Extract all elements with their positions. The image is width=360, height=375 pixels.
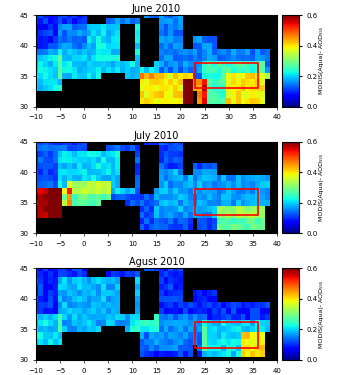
Bar (195, 189, 257, 215)
Y-axis label: MODIS(Aqua)- AOD₅₅₅: MODIS(Aqua)- AOD₅₅₅ (319, 280, 324, 348)
Title: July 2010: July 2010 (134, 131, 179, 141)
Title: Agust 2010: Agust 2010 (129, 258, 184, 267)
Bar (195, 63, 257, 88)
Bar (195, 322, 257, 348)
Y-axis label: MODIS(Aqua)- AOD₅₅₅: MODIS(Aqua)- AOD₅₅₅ (319, 27, 324, 94)
Y-axis label: MODIS(Aqua)- AOD₅₅₅: MODIS(Aqua)- AOD₅₅₅ (319, 154, 324, 221)
Title: June 2010: June 2010 (132, 4, 181, 14)
